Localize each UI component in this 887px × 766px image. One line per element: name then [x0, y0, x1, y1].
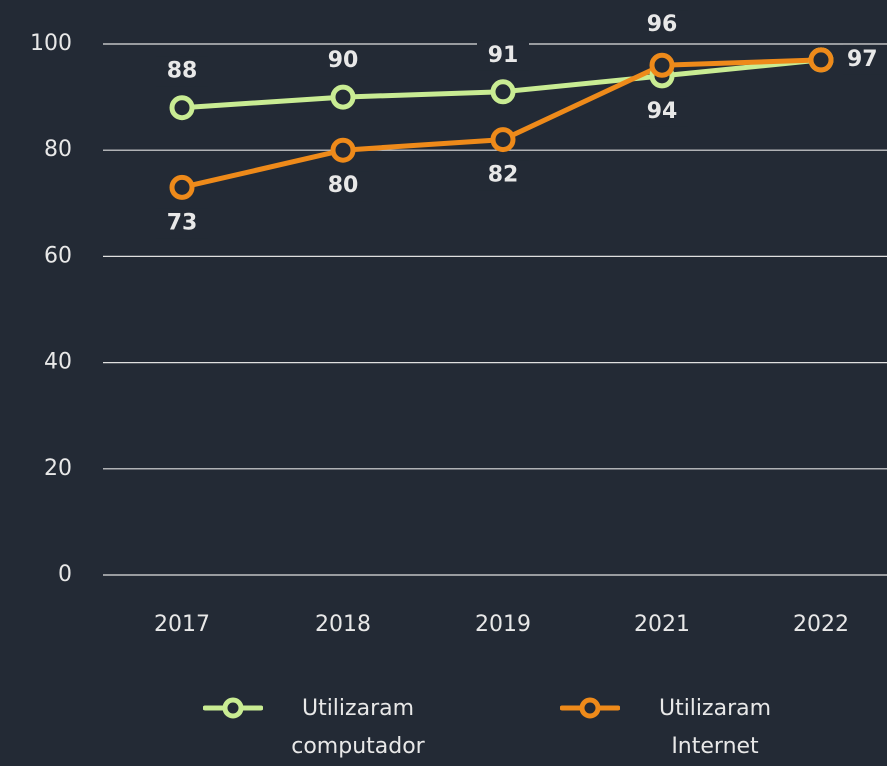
marker — [330, 137, 356, 163]
data-label: 82 — [488, 163, 519, 188]
label-bg — [317, 171, 369, 202]
marker — [649, 52, 675, 78]
marker — [490, 127, 516, 153]
legend-item: Utilizaram Internet — [560, 690, 810, 766]
label-bg — [317, 46, 369, 77]
x-tick-label: 2022 — [793, 612, 849, 637]
legend-label: Utilizaram Internet — [658, 696, 772, 759]
chart: 0 20 40 60 80 100 2017 2018 2019 2021 2022 88 90 91 94… — [30, 10, 887, 637]
marker — [490, 79, 516, 105]
marker — [169, 174, 195, 200]
label-bg — [156, 56, 208, 87]
y-tick-label: 40 — [44, 350, 72, 375]
x-tick-label: 2021 — [634, 612, 690, 637]
x-tick-label: 2018 — [315, 612, 371, 637]
label-bg — [843, 44, 887, 75]
marker — [808, 47, 834, 73]
y-tick-label: 60 — [44, 243, 72, 268]
label-bg — [477, 40, 529, 71]
x-tick-label: 2019 — [475, 612, 531, 637]
marker — [330, 84, 356, 110]
y-tick-label: 100 — [30, 31, 72, 56]
legend-label: Utilizaram computador — [291, 696, 425, 759]
legend-marker — [560, 697, 620, 719]
data-label: 96 — [647, 12, 678, 37]
data-label: 88 — [167, 59, 198, 84]
data-label: 80 — [328, 173, 359, 198]
label-bg — [636, 96, 688, 127]
label-bg — [477, 160, 529, 191]
y-tick-label: 80 — [44, 137, 72, 162]
data-label: 73 — [167, 210, 198, 235]
data-label: 97 — [847, 47, 878, 72]
label-bg — [636, 10, 688, 41]
legend-marker — [203, 697, 263, 719]
data-label: 90 — [328, 48, 359, 73]
label-bg — [156, 208, 208, 239]
labels: 88 90 91 94 73 80 82 96 97 — [156, 10, 887, 239]
grid — [103, 43, 887, 576]
marker — [169, 95, 195, 121]
data-label: 94 — [647, 99, 678, 124]
y-tick-label: 20 — [44, 456, 72, 481]
data-label: 91 — [488, 43, 519, 68]
x-tick-label: 2017 — [154, 612, 210, 637]
y-tick-label: 0 — [58, 562, 72, 587]
legend-item: Utilizaram computador — [203, 690, 453, 766]
